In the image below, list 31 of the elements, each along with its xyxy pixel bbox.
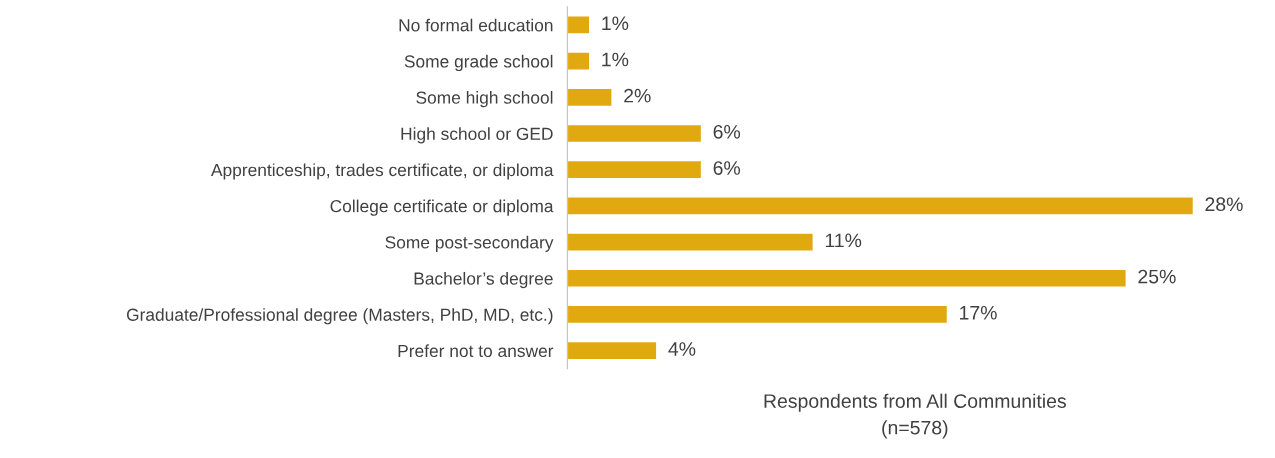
x-axis-title: Respondents from All Communities (n=578)	[764, 393, 1066, 439]
y-tick-label: Graduate/Professional degree (Masters, PhD, MD, etc.)	[126, 308, 553, 325]
y-tick-label: Bachelor’s degree	[414, 271, 553, 289]
bar	[567, 15, 591, 35]
bar	[567, 304, 949, 325]
data-label: 1%	[602, 16, 629, 31]
data-label: 28%	[1205, 197, 1243, 212]
y-tick-label: College certificate or diploma	[330, 199, 554, 216]
data-label: 17%	[960, 305, 997, 320]
data-label: 11%	[825, 233, 862, 248]
data-label: 4%	[668, 342, 696, 356]
data-label: 2%	[624, 88, 651, 103]
bar	[567, 51, 591, 71]
bar	[567, 196, 1195, 216]
bar	[567, 340, 658, 361]
data-label: 25%	[1138, 269, 1176, 284]
y-tick-label: Some high school	[416, 91, 553, 108]
bar	[567, 159, 703, 180]
data-label: 6%	[713, 161, 741, 175]
bar	[567, 268, 1128, 288]
bar	[567, 232, 815, 252]
y-tick-label: Prefer not to answer	[398, 344, 554, 358]
bar	[567, 87, 613, 108]
y-tick-label: Some grade school	[404, 54, 553, 72]
y-tick-label: No formal education	[399, 18, 553, 32]
data-label: 6%	[713, 124, 741, 139]
y-tick-label: Some post-secondary	[385, 235, 554, 252]
bar	[567, 123, 703, 144]
y-tick-label: High school or GED	[401, 127, 553, 144]
data-label: 1%	[602, 52, 629, 67]
y-tick-label: Apprenticeship, trades certificate, or diploma	[210, 163, 554, 180]
